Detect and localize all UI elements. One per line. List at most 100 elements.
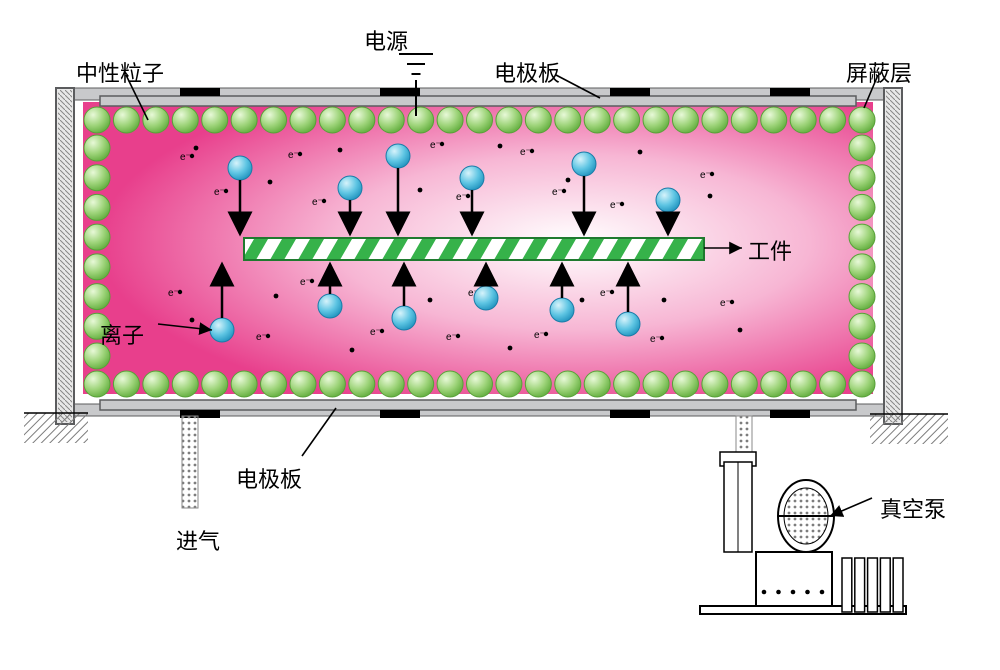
neutral-particle <box>261 107 287 133</box>
svg-text:e⁻: e⁻ <box>180 152 191 163</box>
neutral-particle <box>761 107 787 133</box>
insulator-top-0 <box>180 88 220 96</box>
label-workpiece: 工件 <box>748 234 792 266</box>
pump-fin <box>855 558 865 612</box>
neutral-particle <box>849 165 875 191</box>
dot <box>662 298 667 303</box>
dot <box>268 180 273 185</box>
pump-fin <box>842 558 852 612</box>
neutral-particle <box>84 224 110 250</box>
pump-dot <box>805 590 810 595</box>
svg-text:e⁻: e⁻ <box>700 170 711 181</box>
svg-text:e⁻: e⁻ <box>534 330 545 341</box>
neutral-particle <box>584 107 610 133</box>
neutral-particle <box>702 107 728 133</box>
neutral-particle <box>378 371 404 397</box>
neutral-particle <box>84 284 110 310</box>
neutral-particle <box>84 107 110 133</box>
neutral-particle <box>555 107 581 133</box>
insulator-bottom-3 <box>770 410 810 418</box>
neutral-particle <box>437 107 463 133</box>
neutral-particle <box>849 135 875 161</box>
neutral-particle <box>849 107 875 133</box>
neutral-particle <box>467 107 493 133</box>
dot <box>738 328 743 333</box>
dot <box>190 318 195 323</box>
neutral-particle <box>614 371 640 397</box>
label-gasIn: 进气 <box>176 524 220 556</box>
pump-body <box>756 552 832 612</box>
dot <box>274 294 279 299</box>
neutral-particle <box>790 371 816 397</box>
neutral-particle <box>555 371 581 397</box>
ion <box>656 188 680 212</box>
svg-text:e⁻: e⁻ <box>370 327 381 338</box>
svg-text:e⁻: e⁻ <box>610 200 621 211</box>
svg-text:e⁻: e⁻ <box>552 187 563 198</box>
neutral-particle <box>202 371 228 397</box>
neutral-particle <box>672 371 698 397</box>
label-ion: 离子 <box>100 318 144 350</box>
neutral-particle <box>84 135 110 161</box>
neutral-particle <box>525 107 551 133</box>
neutral-particle <box>731 371 757 397</box>
neutral-particle <box>820 371 846 397</box>
right-ground-hatch <box>870 414 948 444</box>
neutral-particle <box>672 107 698 133</box>
ion <box>386 144 410 168</box>
dot <box>498 144 503 149</box>
insulator-top-1 <box>380 88 420 96</box>
neutral-particle <box>849 371 875 397</box>
neutral-particle <box>172 371 198 397</box>
neutral-particle <box>261 371 287 397</box>
ion <box>460 166 484 190</box>
neutral-particle <box>643 107 669 133</box>
neutral-particle <box>84 165 110 191</box>
ion <box>474 286 498 310</box>
label-electrodeBottom: 电极板 <box>236 462 302 494</box>
neutral-particle <box>467 371 493 397</box>
svg-text:e⁻: e⁻ <box>430 140 441 151</box>
neutral-particle <box>349 107 375 133</box>
pump-fin <box>893 558 903 612</box>
svg-text:e⁻: e⁻ <box>312 197 323 208</box>
neutral-particle <box>290 371 316 397</box>
dot <box>566 178 571 183</box>
svg-text:e⁻: e⁻ <box>214 187 225 198</box>
neutral-particle <box>849 284 875 310</box>
insulator-bottom-1 <box>380 410 420 418</box>
label-neutral: 中性粒子 <box>76 56 164 88</box>
pump-dot <box>820 590 825 595</box>
label-electrodeTop: 电极板 <box>494 56 560 88</box>
gas-inlet-pipe <box>182 416 198 508</box>
left-ground-hatch <box>24 413 88 443</box>
label-shield: 屏蔽层 <box>846 56 912 88</box>
ion <box>550 298 574 322</box>
neutral-particle <box>437 371 463 397</box>
neutral-particle <box>290 107 316 133</box>
insulator-top-3 <box>770 88 810 96</box>
ion <box>616 312 640 336</box>
right-shield-hatch <box>886 90 900 422</box>
svg-text:e⁻: e⁻ <box>256 332 267 343</box>
pump-fin <box>880 558 890 612</box>
neutral-particle <box>584 371 610 397</box>
neutral-particle <box>820 107 846 133</box>
ion <box>210 318 234 342</box>
dot <box>418 188 423 193</box>
neutral-particle <box>378 107 404 133</box>
pump-dot <box>791 590 796 595</box>
leader-vacuumPump <box>830 498 872 516</box>
svg-text:e⁻: e⁻ <box>650 334 661 345</box>
neutral-particle <box>849 194 875 220</box>
svg-text:e⁻: e⁻ <box>300 277 311 288</box>
neutral-particle <box>849 313 875 339</box>
svg-text:e⁻: e⁻ <box>720 298 731 309</box>
label-power: 电源 <box>364 24 408 56</box>
svg-text:e⁻: e⁻ <box>600 288 611 299</box>
svg-text:e⁻: e⁻ <box>446 332 457 343</box>
ion <box>572 152 596 176</box>
dot <box>708 194 713 199</box>
neutral-particle <box>496 107 522 133</box>
neutral-particle <box>319 107 345 133</box>
